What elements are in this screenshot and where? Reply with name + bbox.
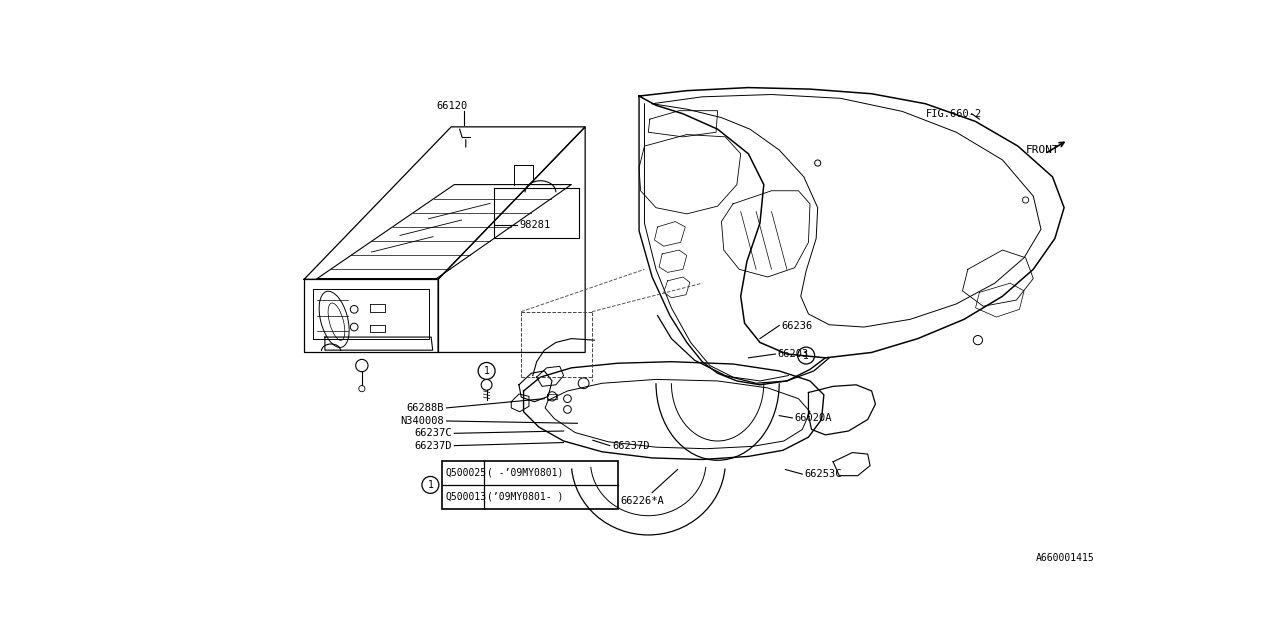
Text: 98281: 98281 xyxy=(520,220,550,230)
Text: 66237D: 66237D xyxy=(415,440,452,451)
Text: 66236: 66236 xyxy=(782,321,813,330)
Text: 66253C: 66253C xyxy=(805,469,842,479)
Text: Q500025: Q500025 xyxy=(445,468,486,478)
Text: N340008: N340008 xyxy=(401,416,444,426)
Text: FRONT: FRONT xyxy=(1025,145,1060,155)
Bar xyxy=(442,461,617,509)
Text: ( -’09MY0801): ( -’09MY0801) xyxy=(486,468,563,478)
Text: 66237D: 66237D xyxy=(612,440,650,451)
Text: 1: 1 xyxy=(484,366,489,376)
Text: 1: 1 xyxy=(804,351,809,360)
Text: FIG.660-2: FIG.660-2 xyxy=(925,109,982,119)
Text: Q500013: Q500013 xyxy=(445,492,486,502)
Text: (’09MY0801- ): (’09MY0801- ) xyxy=(486,492,563,502)
Text: 66020A: 66020A xyxy=(795,413,832,423)
Text: A660001415: A660001415 xyxy=(1036,553,1094,563)
Text: 66203: 66203 xyxy=(778,349,809,359)
Text: 1: 1 xyxy=(428,480,434,490)
Text: 66120: 66120 xyxy=(436,101,467,111)
Text: 66226*A: 66226*A xyxy=(621,496,664,506)
Text: 66288B: 66288B xyxy=(407,403,444,413)
Text: 66237C: 66237C xyxy=(415,428,452,438)
